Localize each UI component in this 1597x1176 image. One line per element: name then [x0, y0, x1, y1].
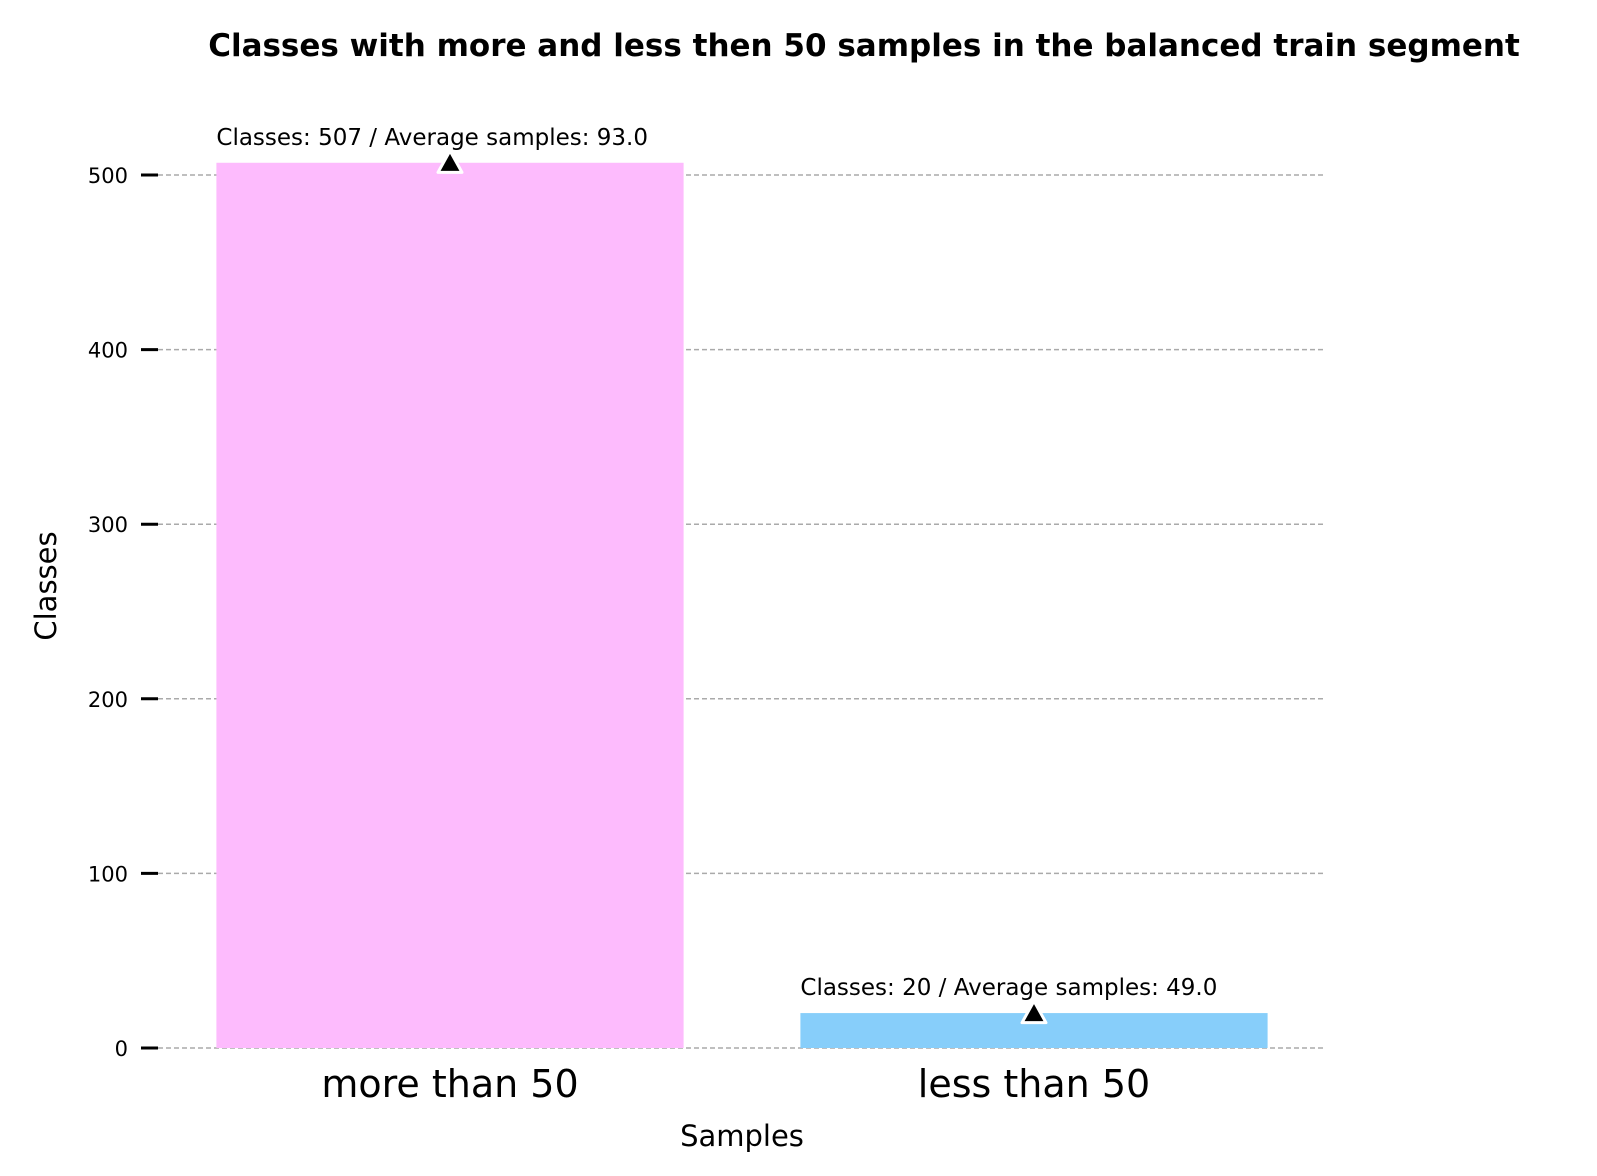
bar-data-label: Classes: 507 / Average samples: 93.0	[216, 125, 648, 151]
x-category-label: more than 50	[321, 1062, 578, 1106]
chart-title: Classes with more and less then 50 sampl…	[208, 28, 1520, 64]
y-axis-label: Classes	[29, 531, 63, 640]
y-tick-label: 0	[115, 1037, 128, 1061]
bar-data-label: Classes: 20 / Average samples: 49.0	[800, 975, 1217, 1001]
triangle-marker	[436, 149, 464, 174]
triangle-marker	[1020, 999, 1048, 1025]
x-axis-label: Samples	[680, 1119, 804, 1153]
bar-layer: Classes: 507 / Average samples: 93.0 Clas…	[216, 125, 1268, 1048]
y-tick-label: 500	[88, 164, 128, 188]
y-tick-label: 300	[88, 513, 128, 537]
y-tick-label: 200	[88, 688, 128, 712]
x-category-label: less than 50	[918, 1062, 1150, 1106]
y-axis: 0 100 200 300 400 500	[88, 164, 158, 1061]
bar	[216, 162, 684, 1048]
y-tick-label: 100	[88, 862, 128, 886]
x-axis: more than 50 less than 50	[321, 1062, 1150, 1106]
y-tick-label: 400	[88, 339, 128, 363]
